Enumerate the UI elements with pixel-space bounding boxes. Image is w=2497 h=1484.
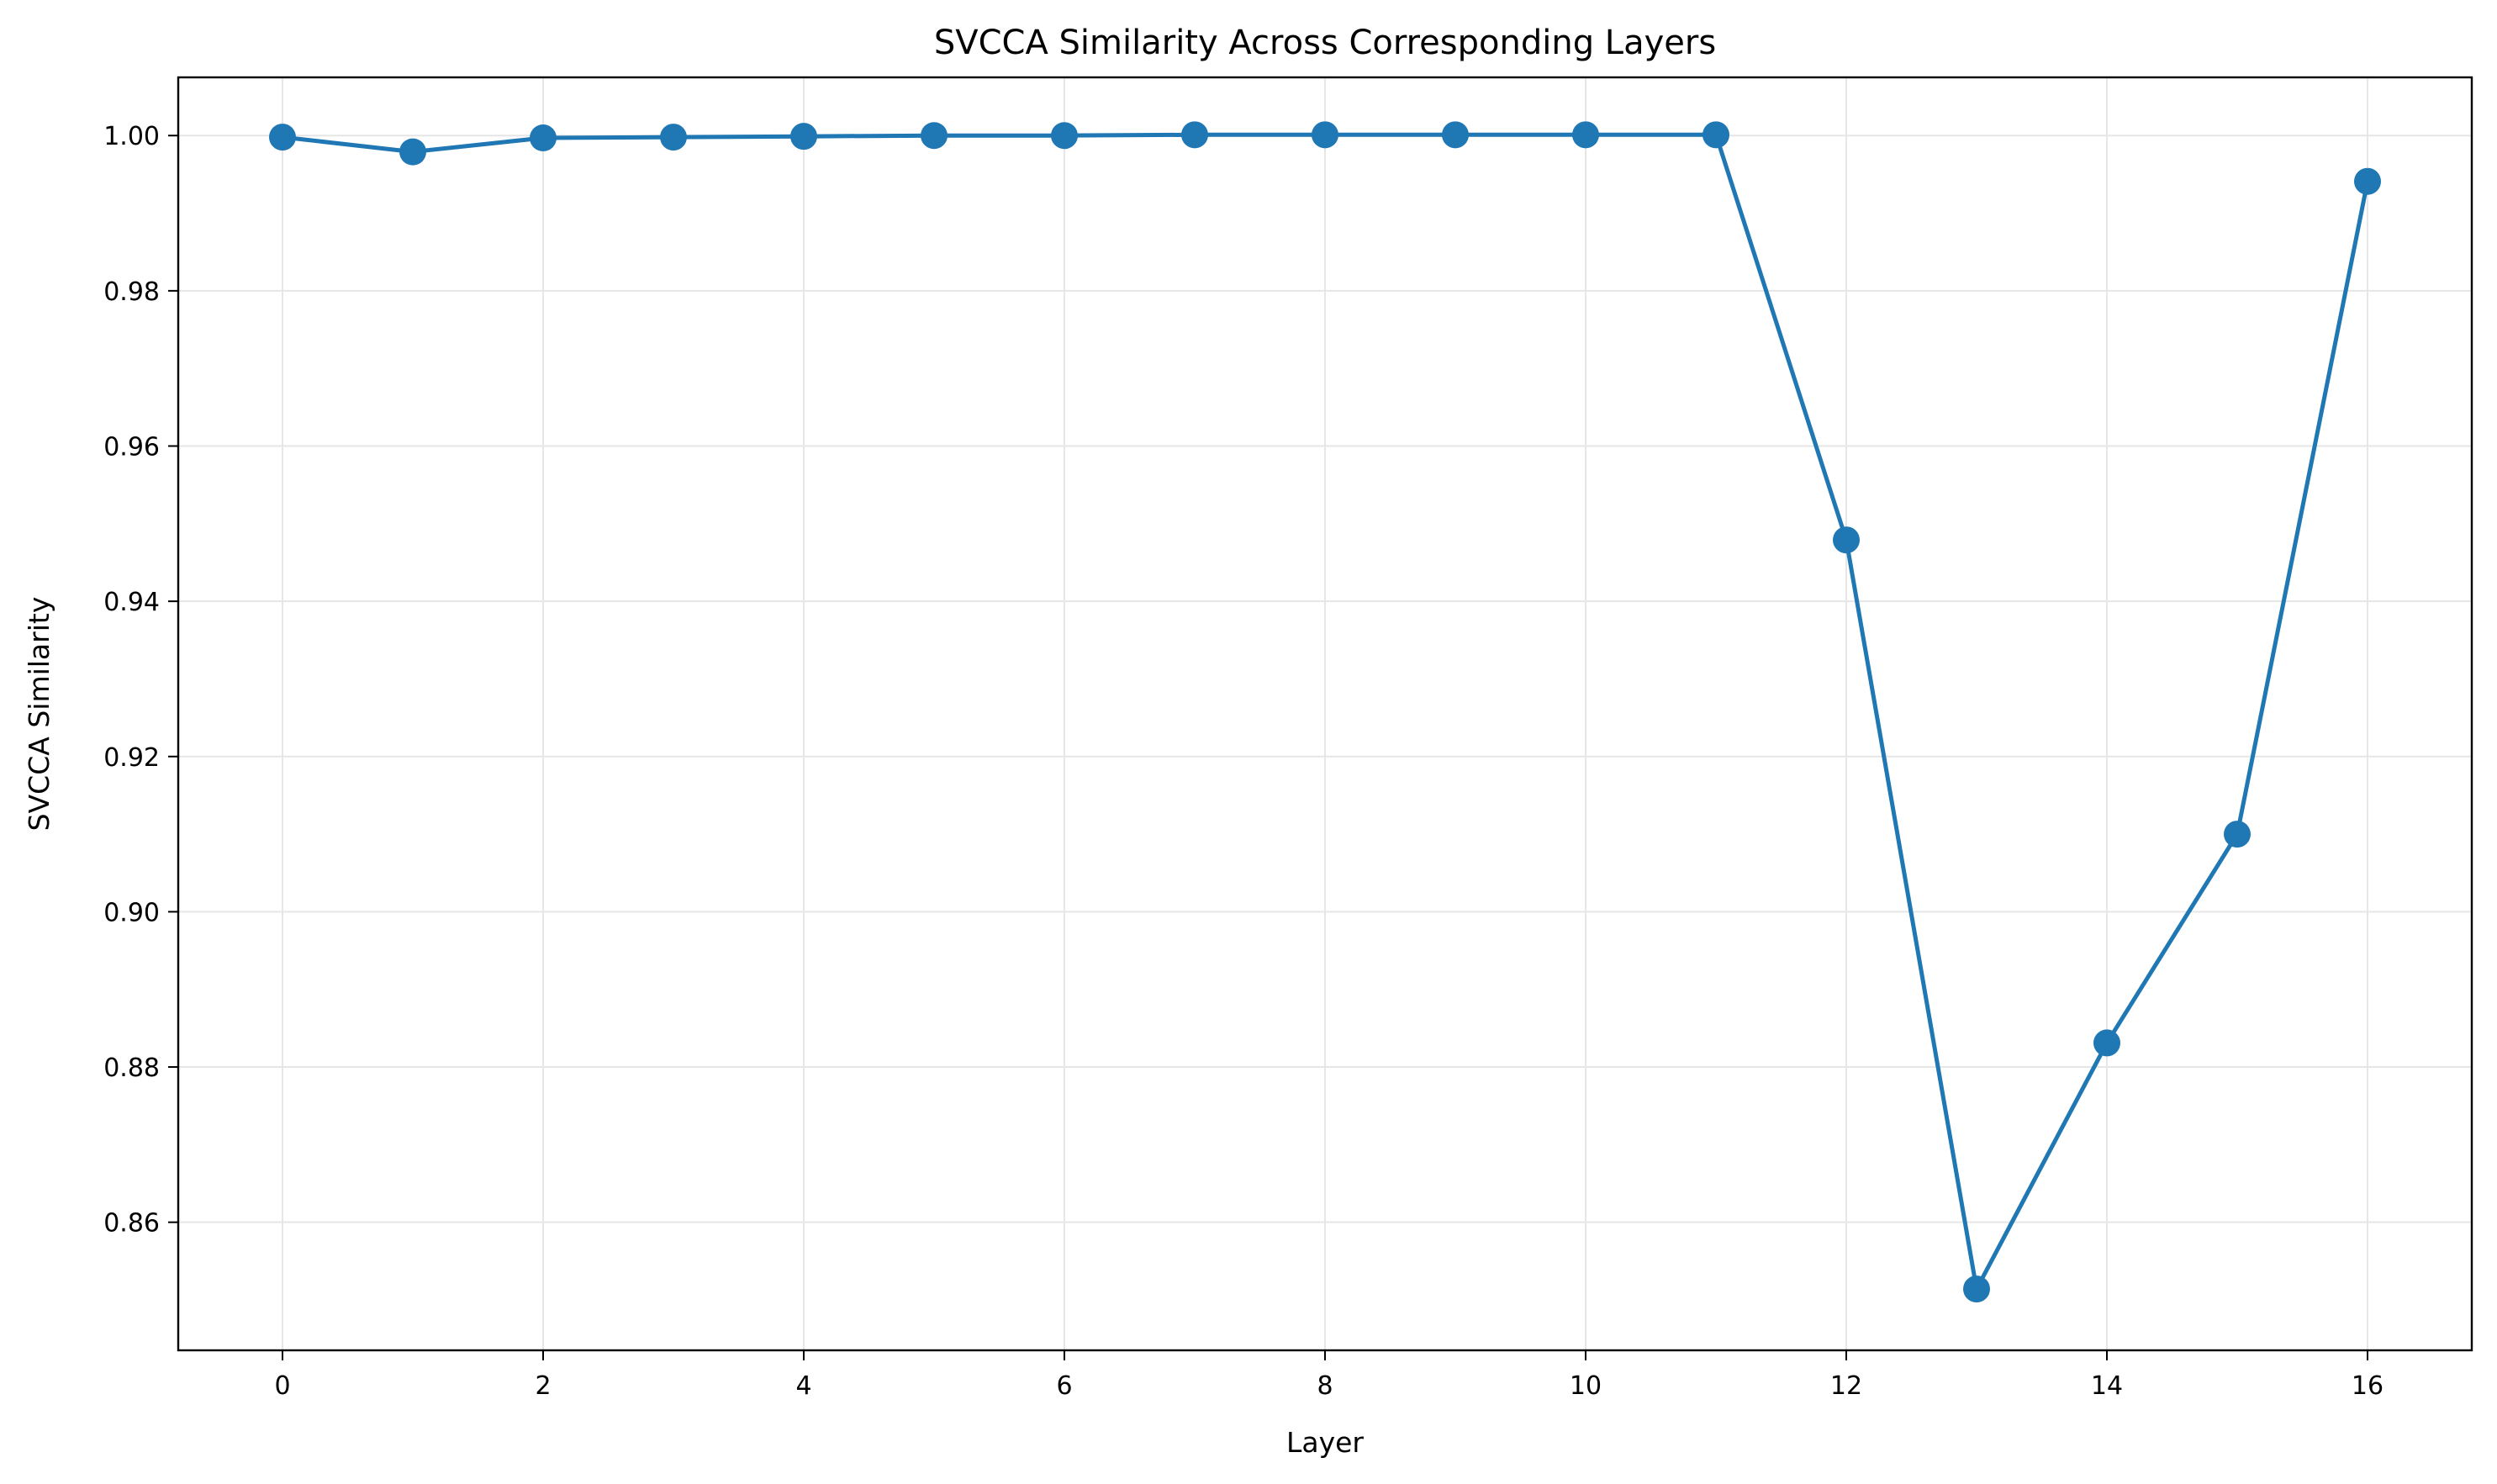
data-point (1312, 121, 1338, 149)
x-tick-label: 2 (535, 1371, 551, 1401)
y-tick-label: 0.98 (103, 277, 160, 307)
x-tick-label: 14 (2091, 1371, 2123, 1401)
y-tick-label: 0.92 (103, 743, 160, 773)
chart-title: SVCCA Similarity Across Corresponding La… (934, 24, 1716, 62)
data-point (921, 122, 948, 150)
data-point (269, 124, 296, 151)
y-tick-label: 0.94 (103, 588, 160, 617)
data-point (2354, 167, 2381, 195)
data-point (530, 124, 557, 152)
data-point (399, 138, 426, 166)
x-tick-label: 0 (274, 1371, 290, 1401)
data-point (1572, 121, 1599, 149)
y-axis-label: SVCCA Similarity (23, 597, 55, 832)
data-point (1833, 526, 1860, 554)
y-tick-label: 0.88 (103, 1054, 160, 1083)
data-point (660, 124, 687, 151)
x-tick-label: 12 (1830, 1371, 1862, 1401)
x-tick-label: 8 (1317, 1371, 1333, 1401)
y-tick-label: 0.90 (103, 898, 160, 927)
x-tick-label: 16 (2352, 1371, 2384, 1401)
data-point (1702, 121, 1729, 149)
x-tick-label: 10 (1570, 1371, 1602, 1401)
y-axis-ticks: 0.86 0.88 0.90 0.92 0.94 0.96 0.98 1.00 (103, 122, 178, 1238)
data-point (1963, 1275, 1990, 1303)
x-tick-label: 4 (795, 1371, 811, 1401)
y-tick-label: 0.86 (103, 1209, 160, 1238)
x-axis-ticks: 0 2 4 6 8 10 12 14 16 (274, 1350, 2384, 1401)
data-point (2093, 1029, 2120, 1057)
x-tick-label: 6 (1056, 1371, 1072, 1401)
data-point (790, 123, 817, 151)
y-tick-label: 0.96 (103, 433, 160, 462)
y-tick-label: 1.00 (103, 122, 160, 151)
data-point (2224, 821, 2251, 848)
x-axis-label: Layer (1286, 1426, 1364, 1459)
data-point (1181, 121, 1208, 149)
series-layer (269, 121, 2381, 1303)
data-point (1051, 122, 1078, 150)
data-point (1442, 121, 1469, 149)
